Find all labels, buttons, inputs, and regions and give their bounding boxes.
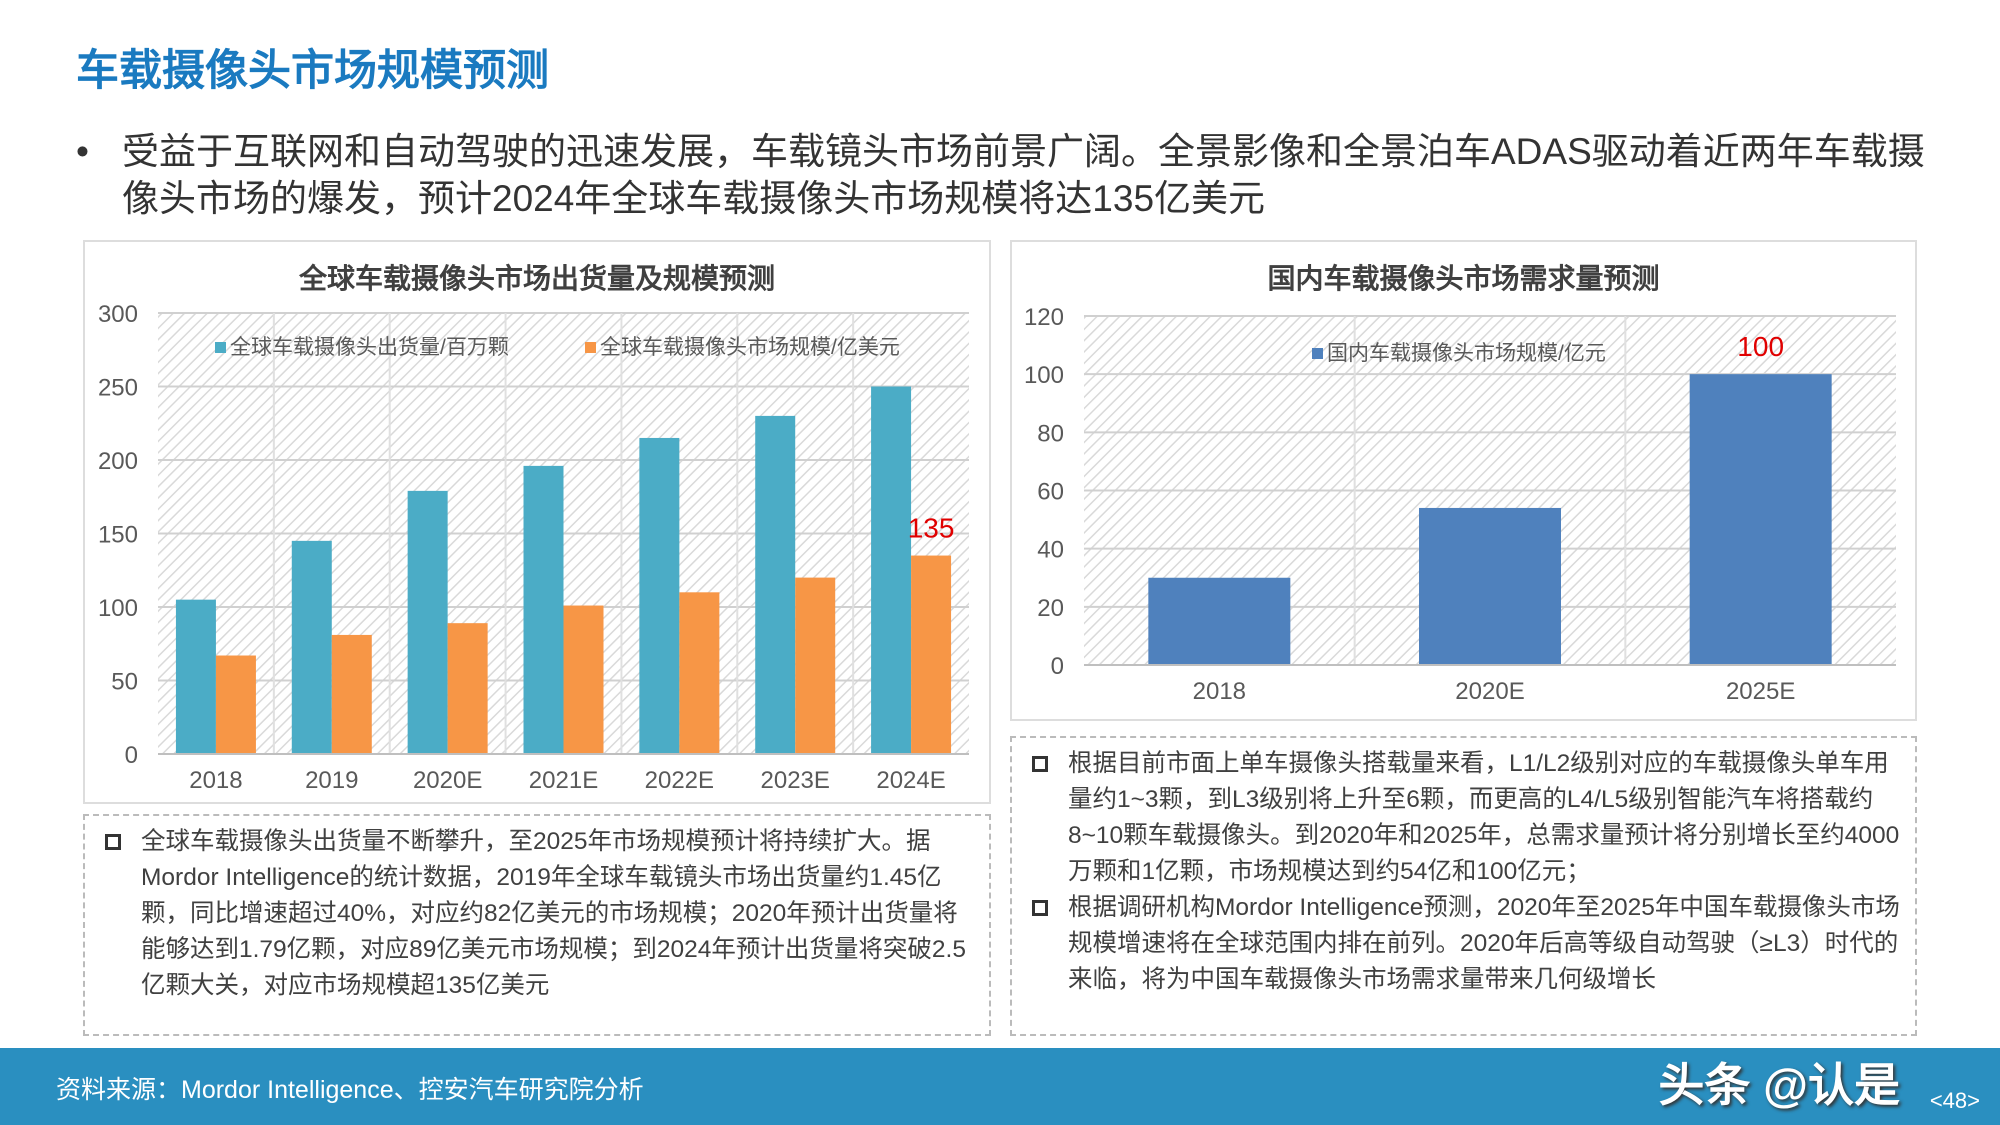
bar-全球车载摄像头市场规模/亿美元 <box>911 555 952 754</box>
y-tick-label: 60 <box>1037 479 1064 506</box>
y-tick-label: 50 <box>111 669 138 696</box>
intro-text: 受益于互联网和自动驾驶的迅速发展，车载镜头市场前景广阔。全景影像和全景泊车ADA… <box>122 131 1925 219</box>
checkbox-bullet-icon <box>1032 756 1048 772</box>
bar-全球车载摄像头市场规模/亿美元 <box>563 605 604 754</box>
domestic-chart-panel: 国内车载摄像头市场需求量预测 0 20 40 60 80 100 120 2018 2020E 2… <box>1010 240 1917 721</box>
x-tick-label: 2022E <box>645 767 714 794</box>
legend-swatch <box>215 342 226 353</box>
x-tick-label: 2025E <box>1726 678 1795 705</box>
intro-paragraph: • 受益于互联网和自动驾驶的迅速发展，车载镜头市场前景广阔。全景影像和全景泊车A… <box>76 128 1956 222</box>
x-tick-label: 2018 <box>1193 678 1246 705</box>
global-bar-chart: 0 50 100 150 200 250 300 2018 2019 2020E 2021E 2022… <box>98 301 969 794</box>
bar-全球车载摄像头出货量/百万颗 <box>639 437 680 754</box>
legend-swatch <box>585 342 596 353</box>
y-tick-label: 120 <box>1024 304 1064 331</box>
right-notes: 根据目前市面上单车摄像头搭载量来看，L1/L2级别对应的车载摄像头单车用量约1~… <box>1010 736 1917 1036</box>
y-tick-label: 250 <box>98 375 138 402</box>
domestic-bar-chart: 0 20 40 60 80 100 120 2018 2020E 2025E 100 国内车载摄像头市… <box>1024 304 1896 705</box>
left-notes: 全球车载摄像头出货量不断攀升，至2025年市场规模预计将持续扩大。据Mordor… <box>83 814 991 1036</box>
note-text: 根据目前市面上单车摄像头搭载量来看，L1/L2级别对应的车载摄像头单车用量约1~… <box>1068 750 1900 885</box>
data-label: 100 <box>1737 331 1784 362</box>
y-tick-label: 200 <box>98 448 138 475</box>
chart-title: 国内车载摄像头市场需求量预测 <box>1267 263 1660 294</box>
page-title: 车载摄像头市场规模预测 <box>76 47 549 95</box>
legend-label: 国内车载摄像头市场规模/亿元 <box>1327 342 1606 365</box>
y-tick-label: 100 <box>1024 362 1064 389</box>
bar-全球车载摄像头出货量/百万颗 <box>755 415 796 754</box>
data-label: 135 <box>908 513 955 544</box>
note-item: 全球车载摄像头出货量不断攀升，至2025年市场规模预计将持续扩大。据Mordor… <box>105 824 977 1004</box>
x-tick-label: 2020E <box>1455 678 1524 705</box>
footer-bar: 资料来源：Mordor Intelligence、控安汽车研究院分析 头条 @认… <box>0 1048 2000 1125</box>
y-tick-label: 0 <box>1051 653 1064 680</box>
watermark: 头条 @认是 <box>1658 1059 1900 1111</box>
y-tick-label: 80 <box>1037 420 1064 447</box>
x-tick-label: 2019 <box>305 767 358 794</box>
bar-全球车载摄像头出货量/百万颗 <box>175 599 216 754</box>
bar-全球车载摄像头市场规模/亿美元 <box>795 577 836 754</box>
legend-label: 全球车载摄像头市场规模/亿美元 <box>600 336 900 359</box>
bar-全球车载摄像头市场规模/亿美元 <box>679 592 720 754</box>
page-number: <48> <box>1929 1088 1980 1113</box>
y-tick-label: 150 <box>98 522 138 549</box>
y-tick-label: 20 <box>1037 595 1064 622</box>
y-tick-label: 100 <box>98 595 138 622</box>
checkbox-bullet-icon <box>105 834 121 850</box>
bullet: • <box>76 131 89 172</box>
y-tick-label: 300 <box>98 301 138 328</box>
x-tick-label: 2023E <box>761 767 830 794</box>
bar-全球车载摄像头出货量/百万颗 <box>291 540 332 754</box>
checkbox-bullet-icon <box>1032 900 1048 916</box>
note-item: 根据目前市面上单车摄像头搭载量来看，L1/L2级别对应的车载摄像头单车用量约1~… <box>1032 746 1903 890</box>
bar-全球车载摄像头市场规模/亿美元 <box>331 634 372 754</box>
y-tick-label: 40 <box>1037 537 1064 564</box>
x-tick-label: 2018 <box>189 767 242 794</box>
bar-全球车载摄像头出货量/百万颗 <box>523 465 564 754</box>
x-tick-label: 2021E <box>529 767 598 794</box>
bar-国内车载摄像头市场规模/亿元 <box>1689 374 1832 665</box>
global-chart-panel: 全球车载摄像头市场出货量及规模预测 0 50 100 150 200 250 300 2018… <box>83 240 991 804</box>
bar-全球车载摄像头出货量/百万颗 <box>407 490 448 754</box>
legend-swatch <box>1312 348 1323 359</box>
bar-全球车载摄像头出货量/百万颗 <box>871 386 912 754</box>
y-tick-label: 0 <box>125 742 138 769</box>
note-text: 根据调研机构Mordor Intelligence预测，2020年至2025年中… <box>1068 894 1900 993</box>
bar-全球车载摄像头市场规模/亿美元 <box>447 623 488 754</box>
note-text: 全球车载摄像头出货量不断攀升，至2025年市场规模预计将持续扩大。据Mordor… <box>141 828 966 999</box>
source-note: 资料来源：Mordor Intelligence、控安汽车研究院分析 <box>56 1076 644 1104</box>
bar-国内车载摄像头市场规模/亿元 <box>1148 577 1291 665</box>
legend-label: 全球车载摄像头出货量/百万颗 <box>230 336 509 359</box>
chart-title: 全球车载摄像头市场出货量及规模预测 <box>298 263 775 294</box>
note-item: 根据调研机构Mordor Intelligence预测，2020年至2025年中… <box>1032 890 1903 998</box>
x-tick-label: 2024E <box>876 767 945 794</box>
bar-国内车载摄像头市场规模/亿元 <box>1419 507 1561 665</box>
bar-全球车载摄像头市场规模/亿美元 <box>215 655 256 754</box>
x-tick-label: 2020E <box>413 767 482 794</box>
